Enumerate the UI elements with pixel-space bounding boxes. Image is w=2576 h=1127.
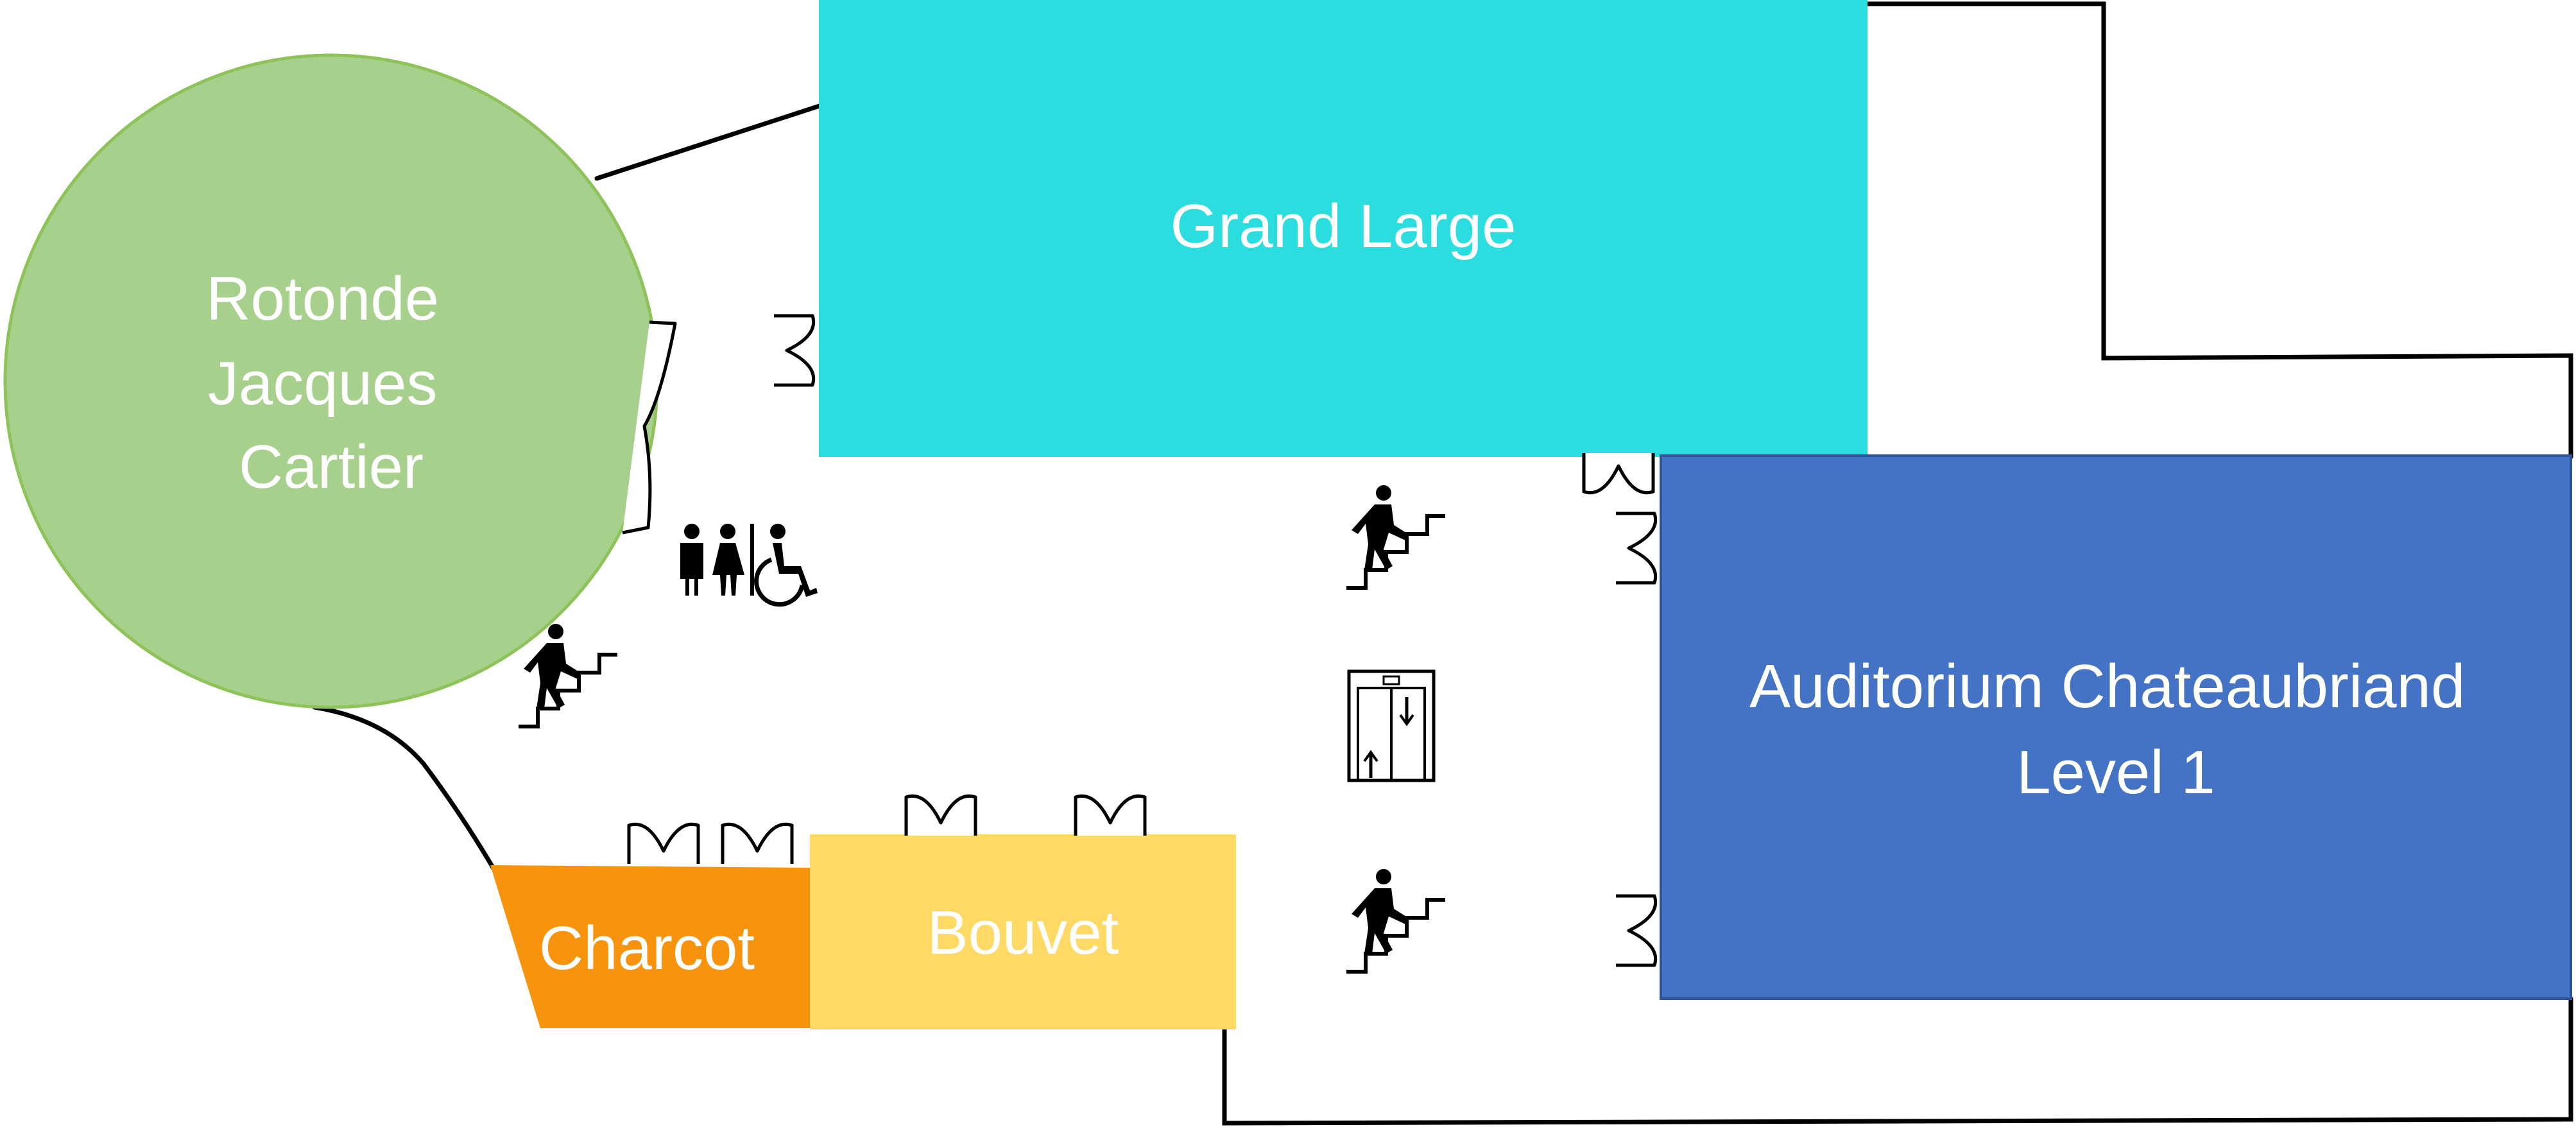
room-label-auditorium: Auditorium Chateaubriand Level 1 <box>1749 652 2482 807</box>
wheelchair-icon <box>754 524 818 607</box>
room-label-auditorium-line-1: Auditorium Chateaubriand <box>1749 652 2465 721</box>
room-grand-large[interactable]: Grand Large <box>819 0 1868 457</box>
building-walls <box>312 1 2573 1126</box>
stairs-icon <box>1346 485 1445 588</box>
room-label-rotonde-line-1: Rotonde <box>206 264 439 333</box>
door-icon[interactable] <box>629 824 698 864</box>
door-icon[interactable] <box>774 316 814 385</box>
room-bouvet[interactable]: Bouvet <box>810 834 1236 1029</box>
elevator-icon <box>1347 669 1436 782</box>
door-icon[interactable] <box>1616 896 1656 965</box>
room-charcot[interactable]: Charcot <box>490 865 810 1028</box>
room-label-rotonde: Rotonde Jacques Cartier <box>206 264 456 501</box>
room-label-rotonde-line-3: Cartier <box>239 433 424 501</box>
room-label-charcot: Charcot <box>539 914 755 983</box>
room-label-grand-large: Grand Large <box>1170 192 1516 261</box>
room-label-rotonde-line-2: Jacques <box>208 349 438 418</box>
restroom-icon <box>680 524 754 596</box>
door-icon[interactable] <box>1616 513 1656 583</box>
door-icon[interactable] <box>906 796 975 836</box>
door-icon[interactable] <box>1076 796 1145 836</box>
door-icon[interactable] <box>723 824 792 864</box>
room-rotonde-jacques-cartier[interactable]: Rotonde Jacques Cartier <box>3 53 659 709</box>
stairs-icon <box>1346 869 1445 972</box>
room-label-auditorium-line-2: Level 1 <box>2016 738 2215 807</box>
door-icon[interactable] <box>622 320 677 535</box>
room-auditorium-chateaubriand[interactable]: Auditorium Chateaubriand Level 1 <box>1660 454 2572 1000</box>
room-label-bouvet: Bouvet <box>927 899 1119 967</box>
stairs-icon <box>519 624 617 727</box>
door-icon[interactable] <box>1584 453 1653 493</box>
